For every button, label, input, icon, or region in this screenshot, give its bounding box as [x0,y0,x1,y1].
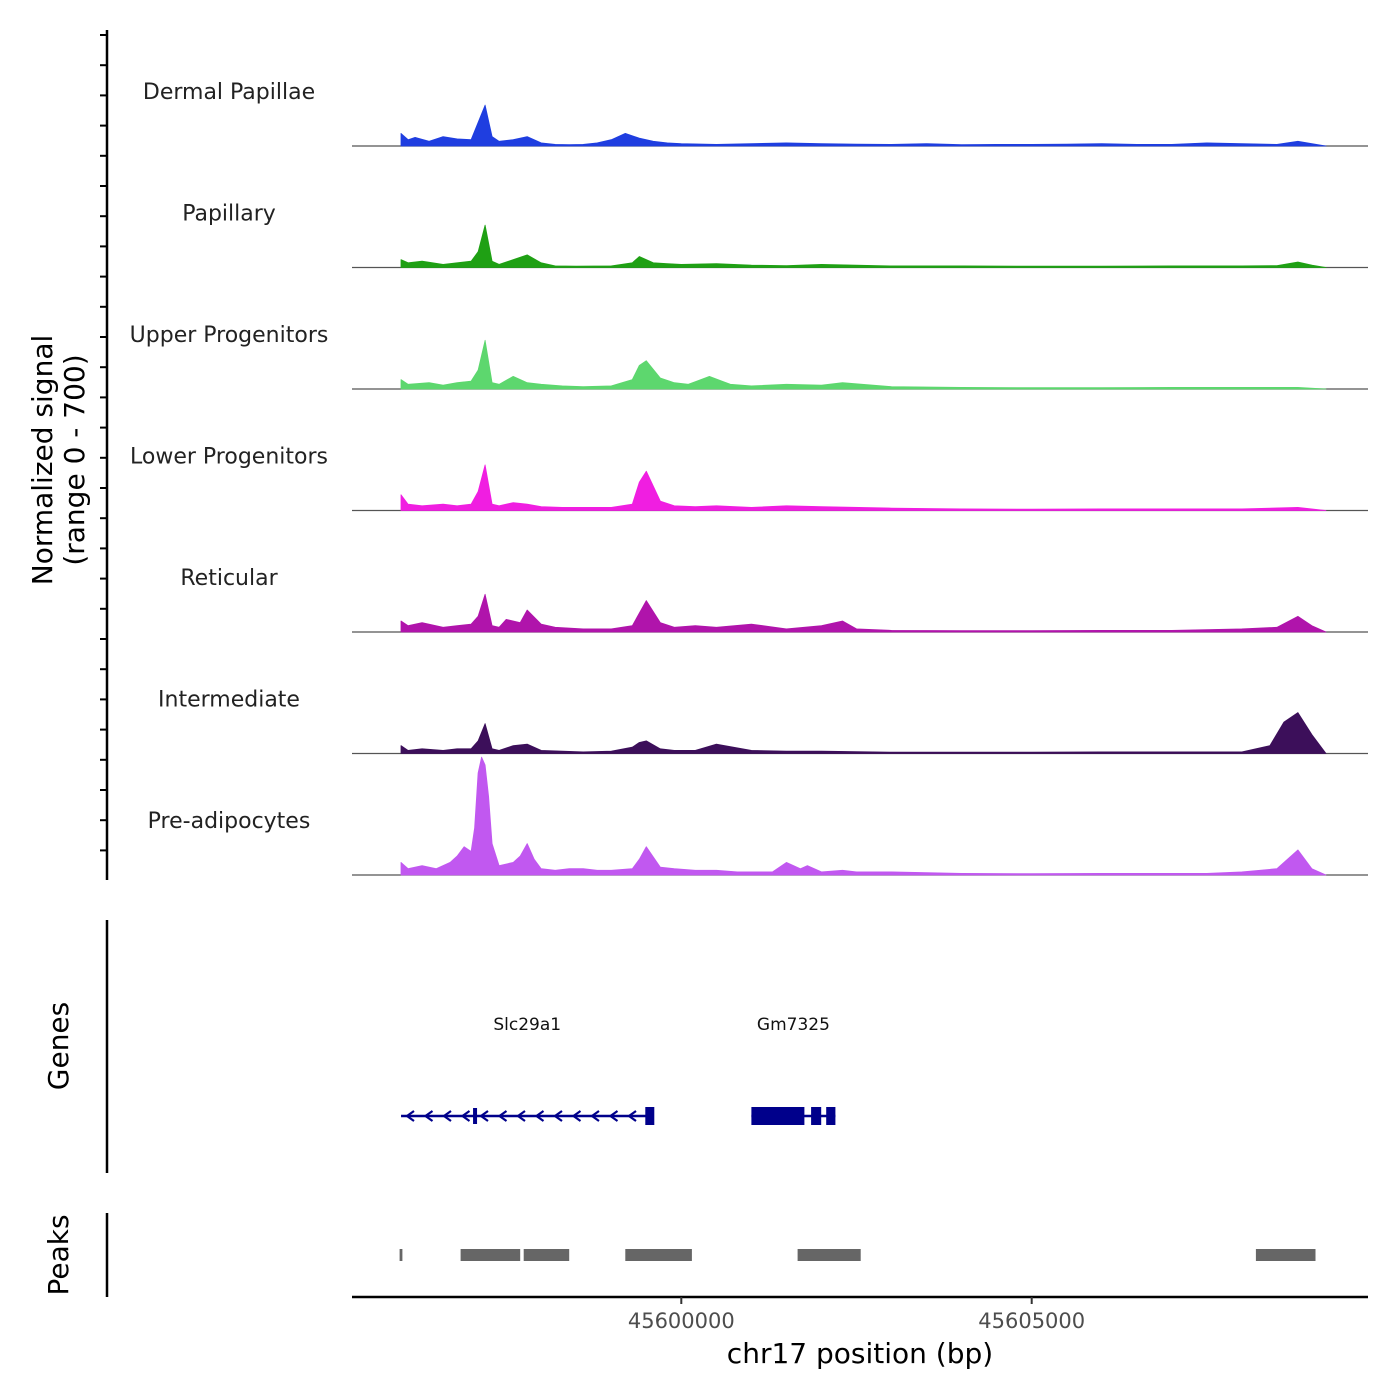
gene: Slc29a1 [401,1015,655,1125]
strand-arrow [590,1110,600,1122]
strand-arrow [571,1110,582,1122]
track-label: Dermal Papillae [143,80,315,105]
coverage-track: Pre-adipocytes [148,756,1368,876]
coverage-area [400,339,1327,390]
strand-arrow [553,1110,563,1122]
x-axis-ticks: 45600000 45605000 [628,1297,1085,1333]
peak-track [399,1249,1316,1261]
gene-exon [473,1108,478,1124]
coverage-track: Upper Progenitors [130,323,1368,390]
peak-region [460,1249,521,1261]
y-axis-title-main: Normalized signal [26,335,59,586]
track-label: Lower Progenitors [130,445,328,470]
track-label: Intermediate [158,688,300,713]
strand-arrow [460,1110,471,1122]
coverage-area [400,593,1327,633]
gene-exon [645,1107,655,1125]
strand-arrow [608,1110,619,1122]
coverage-y-ticks [100,34,107,852]
coverage-area [400,104,1327,147]
strand-arrow [405,1110,415,1122]
coverage-track: Intermediate [158,688,1368,755]
genes-panel-title: Genes [42,1002,75,1090]
peak-region [1255,1249,1316,1261]
y-axis-title-range: (range 0 - 700) [58,354,91,565]
peaks-panel-title: Peaks [42,1214,75,1295]
gene-exon [751,1107,805,1125]
gene-exon [811,1107,822,1125]
coverage-track: Lower Progenitors [130,445,1368,512]
gene-exon [826,1107,836,1125]
track-label: Reticular [180,566,278,591]
strand-arrow [479,1110,489,1122]
gene-label: Gm7325 [757,1015,830,1035]
coverage-area [400,756,1327,876]
strand-arrow [497,1110,508,1122]
coverage-area [400,464,1327,511]
strand-arrow [423,1110,434,1122]
x-axis-title: chr17 position (bp) [727,1337,993,1370]
coverage-tracks: Dermal Papillae Papillary Upper Progenitor… [130,80,1368,876]
gene: Gm7325 [751,1015,836,1125]
x-tick-label: 45605000 [978,1309,1085,1333]
gene-track: Slc29a1 Gm7325 [401,1015,836,1125]
strand-arrow [627,1110,637,1122]
y-axis-title: Normalized signal (range 0 - 700) [26,335,91,586]
coverage-track: Papillary [182,202,1368,269]
peak-region [625,1249,692,1261]
track-label: Papillary [182,202,276,227]
strand-arrow [534,1110,545,1122]
peak-region [523,1249,570,1261]
track-label: Upper Progenitors [130,323,329,348]
coverage-track: Reticular [180,566,1368,633]
strand-arrow [442,1110,452,1122]
coverage-area [400,712,1327,754]
x-tick-label: 45600000 [628,1309,735,1333]
gene-label: Slc29a1 [493,1015,561,1035]
track-label: Pre-adipocytes [148,809,311,834]
peak-region [797,1249,861,1261]
peak-region [399,1249,403,1261]
strand-arrow [516,1110,526,1122]
coverage-area [400,224,1327,268]
coverage-track: Dermal Papillae [143,80,1368,147]
